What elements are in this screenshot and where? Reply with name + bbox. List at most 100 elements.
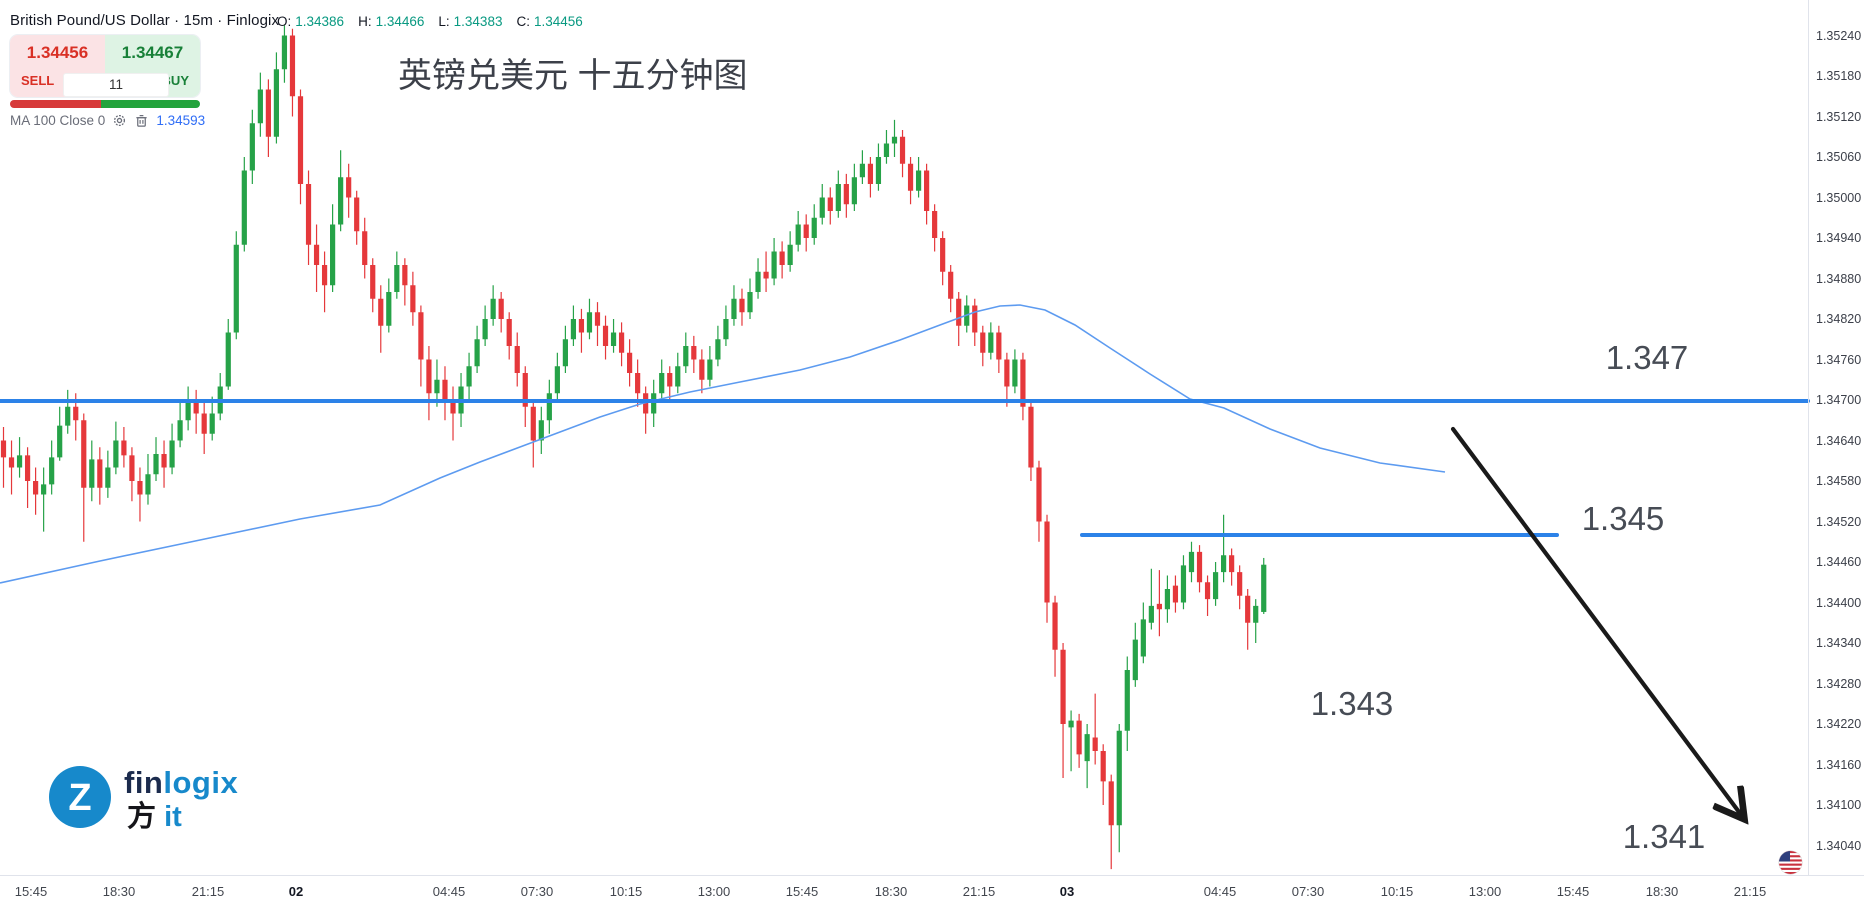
annotation-1.341[interactable]: 1.341 [1622, 818, 1706, 855]
candle-body[interactable] [185, 400, 191, 421]
candle-body[interactable] [281, 35, 288, 70]
candle-body[interactable] [570, 319, 577, 340]
candle-body[interactable] [835, 184, 841, 211]
candle-body[interactable] [161, 454, 167, 468]
candle-body[interactable] [610, 332, 617, 347]
candle-body[interactable] [1229, 555, 1235, 573]
candle-body[interactable] [899, 136, 906, 164]
candle-body[interactable] [1020, 359, 1026, 407]
candle-body[interactable] [1196, 551, 1203, 583]
candle-body[interactable] [883, 143, 890, 158]
trash-icon[interactable] [134, 113, 149, 128]
candle-body[interactable] [370, 265, 376, 299]
candle-body[interactable] [1028, 406, 1034, 468]
candle-body[interactable] [1012, 359, 1018, 387]
candle-body[interactable] [65, 406, 71, 426]
gear-icon[interactable] [112, 113, 127, 128]
candle-body[interactable] [972, 305, 978, 333]
candle-body[interactable] [338, 177, 344, 225]
candle-body[interactable] [538, 420, 544, 441]
candle-body[interactable] [586, 312, 593, 333]
candle-body[interactable] [1092, 737, 1098, 752]
candle-body[interactable] [209, 413, 215, 434]
candle-body[interactable] [145, 474, 151, 495]
candle-body[interactable] [891, 136, 898, 144]
candle-body[interactable] [73, 406, 79, 421]
candle-body[interactable] [241, 170, 247, 245]
candle-body[interactable] [956, 298, 962, 326]
candle-body[interactable] [466, 366, 472, 387]
ma-100-line[interactable] [0, 304, 1446, 584]
candle-body[interactable] [330, 224, 336, 286]
candle-body[interactable] [273, 69, 280, 137]
sell-button[interactable]: SELL [21, 73, 55, 88]
candle-body[interactable] [97, 459, 103, 488]
candle-body[interactable] [522, 373, 528, 407]
candle-body[interactable] [859, 163, 865, 178]
annotation-1.347[interactable]: 1.347 [1605, 339, 1689, 376]
candle-body[interactable] [675, 366, 681, 387]
candle-body[interactable] [498, 298, 504, 319]
candle-body[interactable] [827, 197, 833, 212]
candle-body[interactable] [442, 379, 448, 400]
candle-body[interactable] [1204, 582, 1211, 600]
candle-body[interactable] [201, 413, 207, 434]
candle-body[interactable] [843, 184, 849, 205]
candle-body[interactable] [1237, 572, 1243, 596]
candle-body[interactable] [875, 157, 882, 184]
candle-body[interactable] [819, 197, 825, 218]
candle-body[interactable] [755, 271, 761, 292]
candle-body[interactable] [1261, 564, 1267, 612]
candle-body[interactable] [988, 332, 994, 353]
candle-body[interactable] [193, 400, 199, 414]
candle-body[interactable] [394, 265, 400, 292]
candle-body[interactable] [1245, 595, 1251, 623]
candle-body[interactable] [450, 400, 456, 414]
candle-body[interactable] [418, 312, 424, 360]
candle-body[interactable] [225, 332, 231, 387]
candle-body[interactable] [851, 177, 857, 205]
candle-body[interactable] [699, 359, 705, 380]
candle-body[interactable] [1188, 551, 1195, 573]
candle-body[interactable] [297, 96, 304, 184]
candle-body[interactable] [313, 244, 320, 265]
candle-body[interactable] [402, 265, 408, 286]
candle-body[interactable] [1004, 359, 1010, 387]
candle-body[interactable] [683, 346, 689, 367]
candle-body[interactable] [81, 420, 87, 488]
candle-body[interactable] [867, 163, 874, 184]
candle-body[interactable] [635, 373, 641, 394]
candle-body[interactable] [474, 339, 480, 367]
candle-body[interactable] [249, 123, 255, 171]
candle-body[interactable] [1156, 603, 1162, 610]
candle-body[interactable] [121, 440, 127, 456]
candle-body[interactable] [321, 265, 328, 286]
candle-body[interactable] [1148, 605, 1154, 623]
candle-body[interactable] [546, 393, 552, 421]
candle-body[interactable] [0, 440, 7, 458]
candle-body[interactable] [651, 393, 657, 414]
candle-body[interactable] [747, 292, 753, 313]
candle-body[interactable] [362, 231, 368, 265]
candle-body[interactable] [924, 170, 930, 212]
candle-body[interactable] [1253, 605, 1259, 623]
candle-body[interactable] [731, 298, 737, 319]
candle-body[interactable] [594, 312, 601, 326]
candle-body[interactable] [137, 481, 143, 495]
candle-body[interactable] [1212, 572, 1219, 600]
candle-body[interactable] [795, 224, 801, 245]
candle-body[interactable] [915, 170, 922, 191]
candle-body[interactable] [305, 184, 312, 245]
candle-body[interactable] [113, 440, 119, 468]
candle-body[interactable] [779, 251, 785, 266]
candle-body[interactable] [1221, 555, 1227, 573]
candle-body[interactable] [1140, 619, 1146, 657]
candle-body[interactable] [1084, 734, 1090, 762]
candle-body[interactable] [948, 271, 954, 299]
candle-body[interactable] [33, 481, 39, 495]
candle-body[interactable] [434, 379, 440, 394]
candle-body[interactable] [386, 292, 392, 326]
candle-body[interactable] [659, 373, 665, 394]
candle-body[interactable] [289, 35, 296, 97]
